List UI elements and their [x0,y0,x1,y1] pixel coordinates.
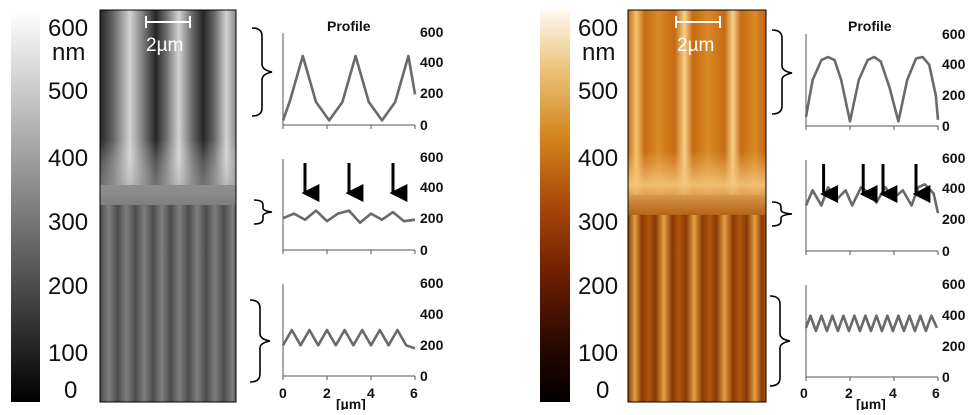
colorbar-unit: nm [52,39,85,66]
left-panel: 600 nm 500 400 300 200 100 0 2µm Pr [11,9,444,412]
profile-title-right: Profile [848,18,892,34]
profile-series-line [804,55,940,123]
right-panel: 600 nm 500 400 300 200 100 0 2µm Pr [540,9,966,412]
ytick-3-200: 200 [942,338,966,354]
tick-400: 400 [578,145,618,172]
x-unit: [µm] [336,396,366,410]
profile-series-line [281,328,416,350]
xtick-6: 6 [932,385,940,401]
ytick-2-200: 200 [420,210,444,226]
profile-series-line [804,314,939,333]
ytick-3-0: 0 [420,368,428,384]
ytick-2-400: 400 [942,180,966,196]
ytick-3-400: 400 [420,306,444,322]
tick-500: 500 [48,78,88,105]
colorbar-gray [11,10,40,402]
colorbar-ticks-left: 600 nm 500 400 300 200 100 0 [48,15,88,404]
tick-600: 600 [578,15,618,42]
ytick-1-600: 600 [942,26,966,42]
colorbar-warm [540,10,570,402]
scale-bar [675,16,721,28]
profile-plots-left: 600 400 200 0 600 400 200 0 600 400 200 … [279,24,444,412]
tick-300: 300 [48,209,88,236]
ytick-1-200: 200 [420,85,444,101]
tick-600: 600 [48,15,88,42]
profile-series-line [804,183,940,214]
xtick-2: 2 [323,385,331,401]
afm-image-gray [99,9,237,403]
tick-300: 300 [578,209,618,236]
tick-500: 500 [578,78,618,105]
ytick-1-600: 600 [420,24,444,40]
xtick-4: 4 [367,385,375,401]
ytick-2-600: 600 [420,149,444,165]
profile-line-plots [281,33,940,381]
ytick-3-0: 0 [942,369,950,385]
scale-bar-label: 2µm [146,35,183,56]
xtick-4: 4 [889,385,897,401]
brackets-right [769,29,793,387]
x-unit: [µm] [856,396,886,410]
xtick-0: 0 [279,385,287,401]
xtick-2: 2 [845,385,853,401]
afm-image-warm [627,9,767,403]
tick-100: 100 [578,340,618,367]
profile-plots-right: 600 400 200 0 600 400 200 0 600 400 200 … [800,26,966,412]
colorbar-unit: nm [582,39,615,66]
profile-series-line [281,54,417,122]
ytick-2-0: 0 [942,243,950,259]
tick-200: 200 [578,273,618,300]
xtick-0: 0 [800,385,808,401]
brackets-left [249,27,273,383]
ytick-3-200: 200 [420,337,444,353]
ytick-2-600: 600 [942,150,966,166]
ytick-1-400: 400 [942,56,966,72]
ytick-3-400: 400 [942,307,966,323]
ytick-2-400: 400 [420,179,444,195]
tick-0: 0 [64,377,77,404]
ytick-1-0: 0 [942,118,950,134]
ytick-1-0: 0 [420,117,428,133]
colorbar-ticks-right: 600 nm 500 400 300 200 100 0 [578,15,618,404]
tick-200: 200 [48,273,88,300]
ytick-1-200: 200 [942,87,966,103]
profile-title-left: Profile [327,18,371,34]
tick-100: 100 [48,340,88,367]
profile-series-line [282,209,416,224]
scale-bar [145,16,191,28]
ytick-2-0: 0 [420,242,428,258]
ytick-1-400: 400 [420,54,444,70]
tick-400: 400 [48,145,88,172]
ytick-3-600: 600 [420,275,444,291]
xtick-6: 6 [410,385,418,401]
ytick-2-200: 200 [942,211,966,227]
scale-bar-label: 2µm [677,35,714,56]
tick-0: 0 [596,377,609,404]
ytick-3-600: 600 [942,276,966,292]
